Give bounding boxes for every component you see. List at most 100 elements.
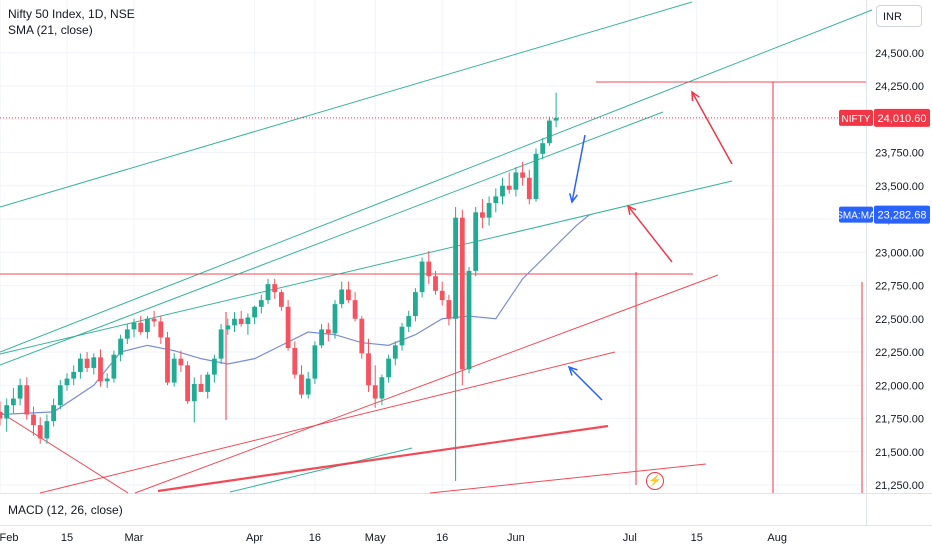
candle-body	[272, 284, 278, 293]
candle-body	[118, 338, 123, 355]
candle-body	[325, 329, 331, 334]
symbol-legend[interactable]: Nifty 50 Index, 1D, NSE	[8, 7, 135, 21]
candle	[392, 341, 398, 366]
arrow-annotations	[567, 90, 733, 401]
candle	[218, 324, 224, 364]
candle-body	[533, 153, 539, 200]
candle	[533, 148, 539, 202]
candle	[312, 341, 318, 384]
time-tick-label: Jun	[507, 532, 525, 544]
time-tick-label: Aug	[767, 532, 787, 544]
candle	[319, 324, 324, 349]
candle	[171, 353, 177, 387]
candle	[118, 334, 123, 362]
time-tick-label: Mar	[125, 532, 144, 544]
candle	[225, 318, 231, 335]
candle-body	[553, 117, 559, 121]
candle	[473, 207, 479, 277]
candle	[399, 322, 405, 351]
price-tick-label: 22,000.00	[875, 380, 924, 392]
candle-body	[366, 353, 371, 386]
trend-line	[229, 447, 413, 493]
sma-legend[interactable]: SMA (21, close)	[8, 23, 93, 37]
candle	[64, 373, 70, 391]
arrow-shaft	[627, 205, 673, 263]
candle-body	[359, 318, 365, 354]
candle	[547, 116, 552, 146]
candle	[124, 324, 130, 345]
candle-body	[91, 357, 97, 368]
candle	[78, 353, 83, 379]
candle	[526, 169, 532, 205]
candle-body	[31, 414, 36, 426]
candle-body	[225, 325, 231, 330]
candle-body	[198, 383, 204, 392]
candle-body	[84, 358, 90, 368]
candle	[198, 374, 204, 392]
candle	[238, 310, 244, 327]
badge-label: NIFTY	[842, 114, 871, 125]
candle	[299, 365, 304, 399]
trend-line	[157, 424, 609, 493]
candle	[31, 406, 36, 436]
candle	[91, 353, 97, 375]
candle-body	[232, 318, 237, 326]
drawing-layer	[0, 1, 873, 494]
candle	[11, 387, 16, 414]
candles-layer	[0, 92, 559, 482]
candle-body	[51, 405, 56, 422]
candle-body	[171, 358, 177, 383]
candle	[406, 310, 412, 333]
badge-label: SMA:MA	[836, 211, 876, 222]
candle	[459, 209, 465, 386]
candle-body	[245, 317, 251, 325]
candle-body	[205, 374, 211, 392]
candle-body	[57, 385, 63, 406]
lightning-icon[interactable]: ⚡	[646, 472, 664, 490]
candle-body	[265, 284, 271, 301]
price-badges: NIFTY 24,010.60 SMA:MA 23,282.68	[836, 108, 930, 224]
candle-body	[78, 358, 83, 372]
candle-body	[104, 378, 110, 382]
candle-body	[439, 290, 445, 301]
macd-legend[interactable]: MACD (12, 26, close)	[8, 503, 123, 517]
candle	[325, 322, 331, 342]
candle-body	[426, 261, 432, 277]
currency-button[interactable]: INR	[876, 5, 922, 27]
trend-line	[0, 1, 693, 208]
candle-body	[44, 421, 50, 439]
candle-body	[185, 365, 190, 402]
candle	[232, 312, 237, 333]
candle	[466, 266, 472, 374]
candle	[500, 177, 505, 205]
candle	[446, 294, 452, 326]
price-tick-label: 24,250.00	[875, 81, 924, 93]
candle	[71, 365, 77, 386]
candle	[433, 270, 438, 295]
candle	[386, 354, 391, 383]
time-axis[interactable]: Feb 15 Mar Apr 16 May 16 Jun Jul 15 Aug	[0, 532, 787, 544]
price-tick-label: 23,500.00	[875, 181, 924, 193]
price-tick-label: 23,000.00	[875, 247, 924, 259]
candle	[366, 338, 371, 392]
time-tick-label: Jul	[623, 532, 637, 544]
arrow-shaft	[571, 134, 586, 203]
candle	[339, 281, 345, 309]
arrow-annotation	[567, 365, 603, 401]
candle	[252, 305, 257, 325]
price-tick-label: 22,750.00	[875, 281, 924, 293]
badge-value-bg	[874, 205, 930, 224]
candle	[158, 316, 164, 345]
price-tick-label: 23,750.00	[875, 148, 924, 160]
candle-body	[165, 337, 170, 383]
price-axis[interactable]: 21,250.00 21,500.00 21,750.00 22,000.00 22,2…	[875, 48, 924, 492]
candle-body	[473, 212, 479, 271]
candle	[111, 350, 117, 383]
candle-body	[346, 289, 351, 301]
candle-body	[305, 378, 311, 395]
candle-body	[131, 322, 137, 330]
candle-body	[352, 300, 358, 319]
candle	[279, 289, 284, 311]
